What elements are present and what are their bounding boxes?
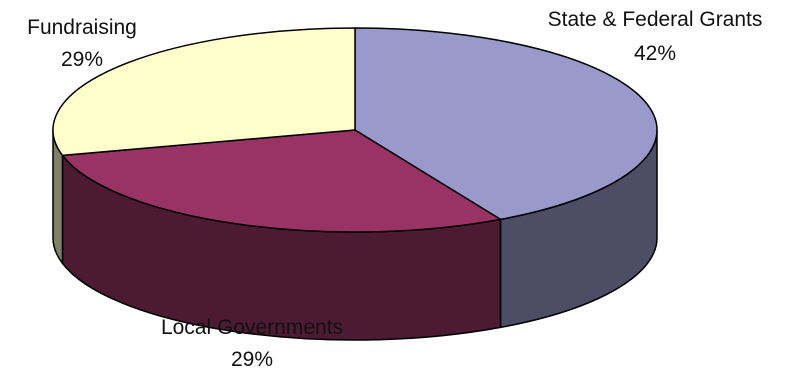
slice-label-local-governments: Local Governments <box>161 316 343 339</box>
slice-value-local-governments: 29% <box>231 348 273 371</box>
pie-sides <box>52 129 658 341</box>
slice-value-state-federal-grants: 42% <box>634 42 676 65</box>
slice-label-state-federal-grants: State & Federal Grants <box>548 8 763 31</box>
slice-value-fundraising: 29% <box>61 48 103 71</box>
pie-slice-fundraising <box>52 27 356 157</box>
slice-label-fundraising: Fundraising <box>27 16 137 39</box>
pie-slice-local-governments <box>61 129 502 233</box>
pie-slice-state-and-federal-grants <box>354 27 658 221</box>
pie-tops <box>52 27 658 233</box>
